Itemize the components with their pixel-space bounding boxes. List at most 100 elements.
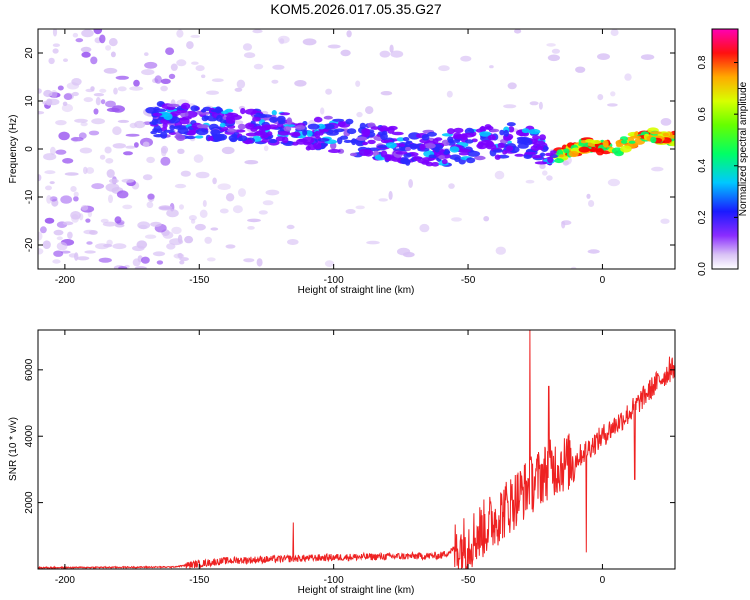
noise-blob — [177, 252, 183, 259]
ridge-blob — [499, 129, 505, 136]
snr-plot-area — [38, 330, 675, 569]
noise-blob — [236, 79, 246, 89]
noise-blob — [607, 178, 621, 187]
ridge-blob — [428, 154, 436, 159]
noise-blob — [294, 80, 307, 87]
noise-blob — [262, 200, 274, 206]
ridge-blob — [464, 139, 474, 144]
x-tick-label: -50 — [461, 575, 476, 586]
ridge-blob — [449, 146, 460, 153]
noise-blob — [597, 94, 604, 101]
noise-blob — [247, 218, 261, 223]
ridge-blob — [539, 134, 546, 141]
ridge-blob — [542, 146, 549, 151]
noise-blob — [99, 88, 107, 93]
noise-blob — [144, 52, 149, 56]
ridge-blob — [346, 128, 357, 135]
noise-blob — [184, 235, 194, 244]
ridge-blob — [438, 155, 445, 160]
noise-blob — [180, 170, 191, 177]
ridge-blob — [466, 157, 476, 164]
noise-blob — [258, 210, 268, 215]
ridge-blob — [277, 131, 291, 136]
noise-blob — [195, 171, 210, 179]
ridge-blob — [301, 136, 315, 144]
x-tick-label: -200 — [55, 575, 75, 586]
noise-blob — [80, 46, 92, 53]
y-tick-label: 6000 — [24, 358, 35, 381]
noise-blob — [91, 183, 105, 190]
ridge-blob — [421, 160, 430, 165]
noise-blob — [176, 59, 187, 67]
ridge-blob — [508, 126, 515, 133]
noise-blob — [503, 104, 517, 109]
ridge-blob — [479, 131, 492, 137]
colorbar-ticks: 0.0 0.2 0.4 0.6 0.8 — [697, 55, 738, 276]
ridge-blob — [279, 112, 291, 116]
ridge-blob — [237, 123, 246, 130]
noise-blob — [234, 87, 243, 92]
noise-blob — [438, 65, 450, 72]
noise-blob — [56, 241, 68, 251]
ridge-blob — [240, 108, 246, 115]
noise-blob — [402, 251, 415, 258]
noise-blob — [49, 181, 55, 185]
noise-blob — [660, 118, 672, 126]
noise-blob — [58, 131, 70, 141]
ridge-blob — [544, 152, 554, 157]
noise-blob — [279, 38, 285, 45]
ridge-blob — [181, 102, 191, 110]
noise-blob — [195, 65, 205, 72]
ridge-blob — [395, 151, 408, 155]
noise-blob — [156, 260, 164, 265]
ridge-blob — [578, 146, 590, 153]
noise-blob — [206, 257, 216, 262]
noise-blob — [121, 178, 135, 183]
noise-blob — [105, 45, 112, 51]
noise-blob — [144, 61, 158, 69]
noise-blob — [141, 69, 155, 76]
ridge-blob — [314, 130, 321, 138]
ridge-blob — [506, 122, 516, 127]
noise-blob — [586, 193, 591, 199]
ridge-blob — [302, 129, 308, 136]
noise-blob — [55, 120, 67, 126]
ridge-blob — [531, 154, 542, 159]
ridge-blob — [163, 112, 173, 121]
noise-blob — [448, 183, 455, 189]
noise-blob — [460, 55, 472, 62]
ridge-blob — [630, 135, 642, 139]
noise-blob — [81, 51, 91, 58]
noise-blob — [244, 160, 259, 165]
x-tick-label: -100 — [324, 275, 344, 286]
snr-ticks: -200 -150 -100 -50 0 2000 4000 6000 — [24, 330, 675, 586]
noise-blob — [79, 147, 93, 154]
noise-blob — [542, 170, 548, 176]
noise-blob — [129, 86, 144, 91]
noise-blob — [38, 88, 42, 94]
noise-blob — [507, 82, 517, 90]
noise-blob — [103, 67, 118, 74]
ridge-blob — [668, 135, 675, 139]
ridge-blob — [237, 137, 243, 142]
noise-blob — [146, 156, 156, 164]
colorbar-tick-label: 0.0 — [697, 262, 708, 276]
noise-blob — [575, 66, 586, 73]
noise-blob — [60, 195, 73, 204]
y-tick-label: 0 — [24, 146, 35, 152]
noise-blob — [132, 245, 145, 252]
colorbar-tick-label: 0.8 — [697, 55, 708, 69]
noise-blob — [340, 49, 351, 57]
ridge-blob — [421, 134, 430, 141]
ridge-blob — [497, 142, 506, 149]
ridge-blob — [432, 138, 439, 145]
noise-blob — [62, 101, 68, 107]
ridge-blob — [225, 117, 236, 124]
noise-blob — [116, 220, 125, 225]
ridge-blob — [286, 117, 293, 125]
noise-blob — [451, 217, 462, 222]
noise-blob — [160, 145, 169, 154]
snr-panel: -200 -150 -100 -50 0 2000 4000 6000 Height of s… — [8, 329, 676, 596]
ridge-blob — [620, 145, 632, 153]
